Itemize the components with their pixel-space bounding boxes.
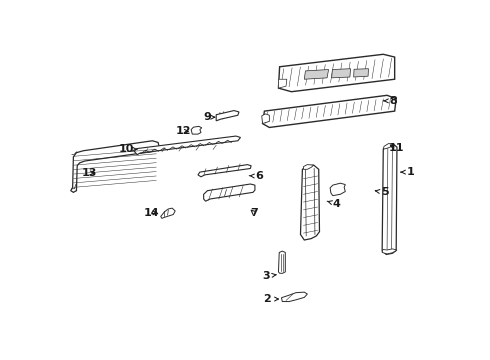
Text: 2: 2	[264, 294, 278, 304]
Polygon shape	[383, 144, 393, 149]
Text: 11: 11	[389, 143, 404, 153]
Text: 3: 3	[263, 271, 276, 281]
Text: 6: 6	[249, 171, 263, 181]
Polygon shape	[204, 184, 255, 201]
Text: 4: 4	[327, 199, 341, 209]
Polygon shape	[300, 165, 319, 240]
Polygon shape	[303, 165, 314, 169]
Text: 14: 14	[144, 208, 159, 218]
Polygon shape	[382, 144, 397, 255]
Polygon shape	[332, 69, 351, 78]
Polygon shape	[278, 79, 287, 88]
Polygon shape	[330, 183, 345, 195]
Polygon shape	[278, 54, 394, 92]
Text: 12: 12	[176, 126, 192, 136]
Text: 5: 5	[375, 187, 389, 197]
Text: 1: 1	[401, 167, 415, 177]
Text: 8: 8	[384, 96, 397, 106]
Text: 7: 7	[250, 208, 258, 218]
Polygon shape	[281, 292, 307, 302]
Polygon shape	[161, 208, 175, 219]
Polygon shape	[278, 251, 285, 273]
Text: 10: 10	[119, 144, 137, 154]
Polygon shape	[354, 69, 368, 77]
Polygon shape	[134, 136, 241, 155]
Polygon shape	[304, 69, 329, 79]
Text: 13: 13	[81, 168, 97, 178]
Polygon shape	[382, 249, 397, 254]
Polygon shape	[71, 141, 159, 192]
Polygon shape	[263, 95, 396, 127]
Text: 9: 9	[203, 112, 215, 122]
Polygon shape	[216, 111, 239, 121]
Polygon shape	[262, 114, 270, 123]
Polygon shape	[198, 165, 251, 177]
Polygon shape	[191, 126, 202, 134]
